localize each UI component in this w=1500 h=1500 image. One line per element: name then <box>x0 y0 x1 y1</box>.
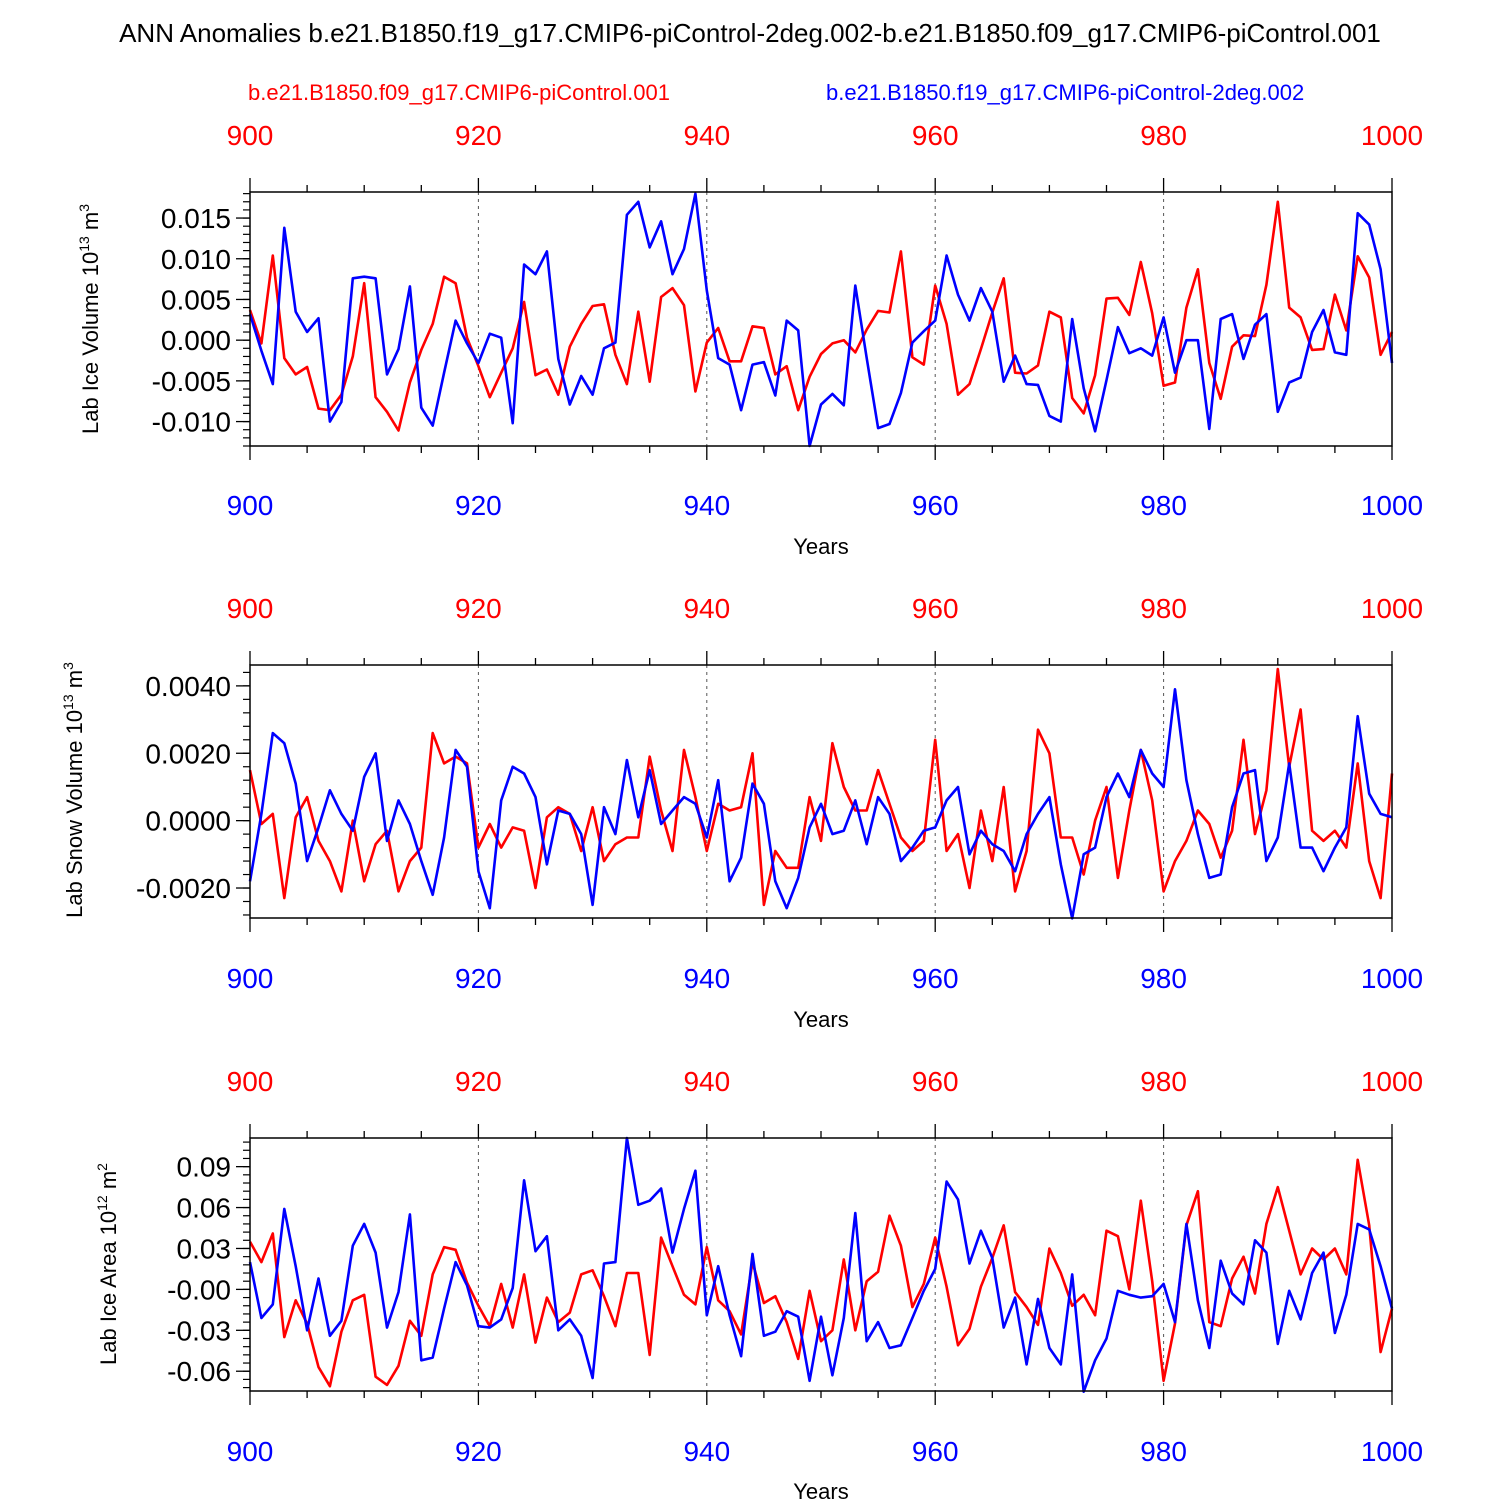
y-tick-label: -0.0020 <box>136 873 231 904</box>
x-tick-label-top: 920 <box>455 120 502 151</box>
x-tick-label-bottom: 960 <box>912 963 959 994</box>
x-tick-label-bottom: 940 <box>683 490 730 521</box>
x-axis-title: Years <box>793 534 848 559</box>
y-tick-label: -0.06 <box>167 1356 231 1387</box>
panel-1: 900 900 920 920 940 940 960 960 980 980 1000 1000 Ye… <box>76 120 1423 559</box>
x-tick-label-top: 940 <box>683 120 730 151</box>
y-tick-label: 0.010 <box>161 244 231 275</box>
y-axis-title-unit-exponent: 3 <box>60 662 76 670</box>
y-axis-title-text: Lab Ice Area 10 <box>96 1211 121 1365</box>
x-axis-title: Years <box>793 1479 848 1500</box>
x-tick-label-bottom: 1000 <box>1361 1436 1423 1467</box>
y-axis-title-exponent: 12 <box>94 1195 110 1211</box>
x-tick-label-top: 960 <box>912 1066 959 1097</box>
x-tick-label-top: 900 <box>227 120 274 151</box>
x-tick-label-top: 1000 <box>1361 593 1423 624</box>
x-tick-label-bottom: 980 <box>1140 490 1187 521</box>
y-tick-label: 0.000 <box>161 325 231 356</box>
x-tick-label-bottom: 920 <box>455 1436 502 1467</box>
y-axis-title-exponent: 13 <box>60 694 76 710</box>
y-axis-title-unit-exponent: 3 <box>76 204 92 212</box>
y-tick-label: 0.005 <box>161 284 231 315</box>
y-axis-title-text: Lab Snow Volume 10 <box>62 710 87 918</box>
legend-blue-series: b.e21.B1850.f19_g17.CMIP6-piControl-2deg… <box>826 80 1305 105</box>
x-tick-label-top: 980 <box>1140 593 1187 624</box>
x-tick-label-bottom: 980 <box>1140 1436 1187 1467</box>
x-tick-label-top: 980 <box>1140 120 1187 151</box>
x-tick-label-bottom: 1000 <box>1361 963 1423 994</box>
x-tick-label-bottom: 900 <box>227 490 274 521</box>
figure-title: ANN Anomalies b.e21.B1850.f19_g17.CMIP6-… <box>119 18 1381 48</box>
y-tick-label: 0.0000 <box>145 806 231 837</box>
y-axis-title-unit: m <box>96 1171 121 1195</box>
x-tick-label-top: 1000 <box>1361 1066 1423 1097</box>
x-tick-label-bottom: 960 <box>912 490 959 521</box>
y-tick-label: 0.0020 <box>145 738 231 769</box>
y-tick-label: -0.03 <box>167 1315 231 1346</box>
series-line-red <box>248 667 1394 907</box>
x-tick-label-top: 920 <box>455 593 502 624</box>
y-axis-title-unit: m <box>62 670 87 694</box>
x-tick-label-top: 920 <box>455 1066 502 1097</box>
y-tick-label: -0.010 <box>152 407 231 438</box>
y-axis-title-text: Lab Ice Volume 10 <box>78 252 103 434</box>
x-tick-label-top: 900 <box>227 593 274 624</box>
plot-frame <box>249 664 1393 919</box>
x-tick-label-bottom: 920 <box>455 490 502 521</box>
series-line-blue <box>248 687 1393 920</box>
x-axis-title: Years <box>793 1007 848 1032</box>
series-line-blue <box>248 192 1394 448</box>
series-line-blue <box>248 1136 1394 1393</box>
x-tick-label-top: 940 <box>683 593 730 624</box>
y-tick-label: 0.09 <box>177 1152 232 1183</box>
x-tick-label-top: 960 <box>912 120 959 151</box>
x-tick-label-top: 980 <box>1140 1066 1187 1097</box>
y-tick-label: 0.03 <box>177 1233 232 1264</box>
y-tick-label: -0.00 <box>167 1274 231 1305</box>
x-tick-label-bottom: 900 <box>227 963 274 994</box>
y-axis-title: Lab Ice Volume 1013 m3 <box>76 204 103 434</box>
panel-3: 900 900 920 920 940 940 960 960 980 980 1000 1000 Ye… <box>94 1066 1423 1500</box>
x-tick-label-bottom: 940 <box>683 963 730 994</box>
x-tick-label-bottom: 940 <box>683 1436 730 1467</box>
series-line-red <box>248 200 1394 432</box>
x-tick-label-bottom: 980 <box>1140 963 1187 994</box>
legend-red-series: b.e21.B1850.f09_g17.CMIP6-piControl.001 <box>248 80 670 105</box>
y-axis-title: Lab Ice Area 1012 m2 <box>94 1163 121 1365</box>
x-tick-label-top: 960 <box>912 593 959 624</box>
x-tick-label-bottom: 900 <box>227 1436 274 1467</box>
x-tick-label-bottom: 920 <box>455 963 502 994</box>
x-tick-label-top: 1000 <box>1361 120 1423 151</box>
x-tick-label-top: 940 <box>683 1066 730 1097</box>
y-axis-title: Lab Snow Volume 1013 m3 <box>60 662 87 918</box>
y-axis-title-exponent: 13 <box>76 236 92 252</box>
x-tick-label-bottom: 1000 <box>1361 490 1423 521</box>
x-tick-label-bottom: 960 <box>912 1436 959 1467</box>
y-axis-title-unit: m <box>78 212 103 236</box>
y-tick-label: 0.0040 <box>145 671 231 702</box>
y-tick-label: -0.005 <box>152 366 231 397</box>
panel-2: 900 900 920 920 940 940 960 960 980 980 1000 1000 Ye… <box>60 593 1423 1032</box>
y-axis-title-unit-exponent: 2 <box>94 1163 110 1171</box>
y-tick-label: 0.06 <box>177 1193 232 1224</box>
series-line-red <box>248 1158 1394 1388</box>
x-tick-label-top: 900 <box>227 1066 274 1097</box>
y-tick-label: 0.015 <box>161 203 231 234</box>
